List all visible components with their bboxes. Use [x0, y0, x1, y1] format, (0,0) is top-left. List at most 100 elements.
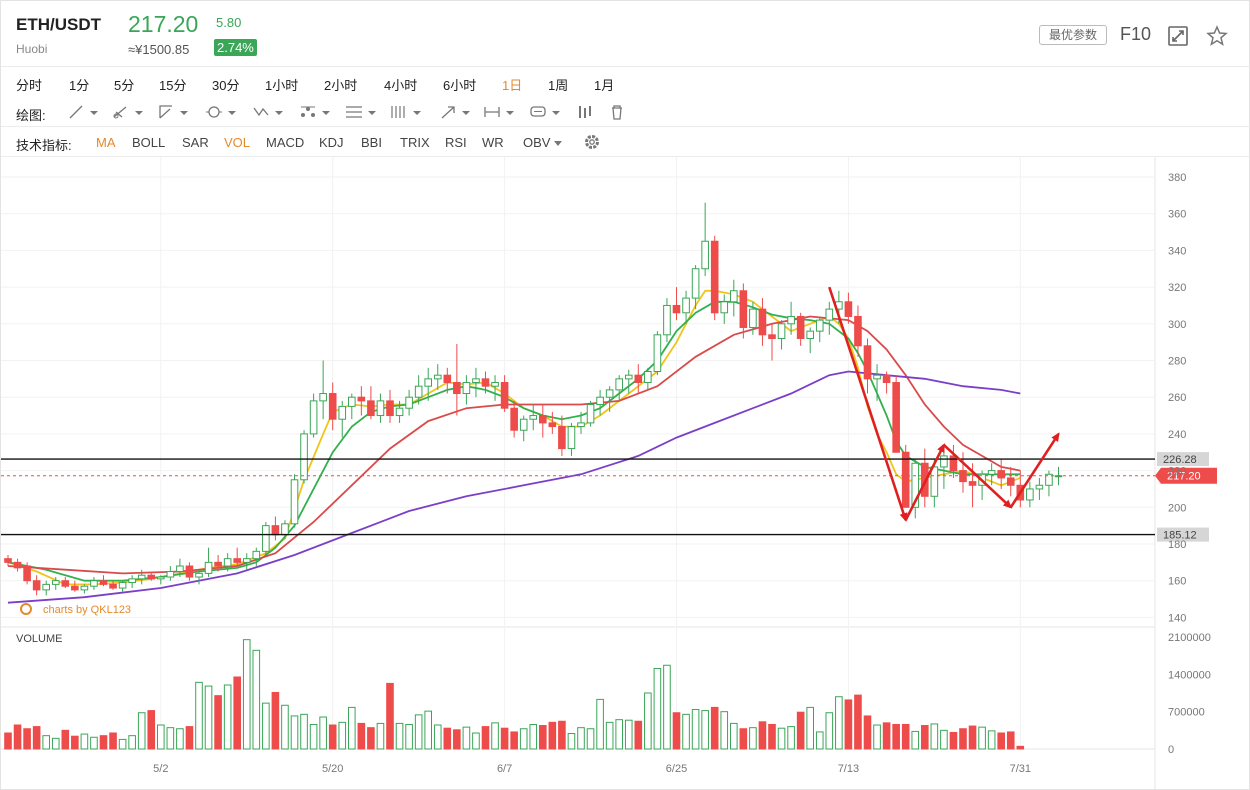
candle-down	[271, 525, 280, 536]
volume-bar-up	[137, 712, 146, 750]
y-tick-label: 340	[1168, 245, 1186, 257]
candle-down	[453, 382, 461, 395]
candle-up	[873, 374, 881, 380]
volume-bar-down	[634, 720, 643, 750]
indicator-obv[interactable]: OBV	[523, 135, 563, 150]
timeframe-tab[interactable]: 2小时	[324, 78, 358, 93]
x-tick-label: 5/2	[153, 763, 168, 775]
candle-up	[615, 378, 624, 391]
indicator-ma[interactable]: MA	[96, 135, 116, 150]
volume-bar-up	[825, 712, 834, 750]
trash-icon[interactable]	[604, 103, 638, 121]
star-icon[interactable]	[1206, 25, 1228, 47]
candle-down	[634, 374, 643, 384]
candle-down	[892, 382, 900, 453]
ray-tool-icon[interactable]	[111, 103, 145, 121]
timeframe-tab[interactable]: 1小时	[265, 78, 299, 93]
candle-down	[214, 561, 222, 567]
candle-down	[109, 583, 117, 589]
candle-up	[519, 418, 528, 431]
volume-bar-up	[195, 681, 203, 750]
circle-tool-icon[interactable]	[204, 103, 238, 121]
indicator-trix[interactable]: TRIX	[400, 135, 430, 150]
annotation-arrow	[943, 443, 1013, 509]
fibonacci-tool-icon[interactable]	[344, 103, 378, 121]
volume-bar-up	[978, 726, 986, 750]
volume-bar-up	[51, 737, 60, 750]
candle-down	[758, 308, 767, 336]
pattern-tool-icon[interactable]	[298, 103, 332, 121]
volume-bar-up	[596, 698, 604, 750]
volume-tick-label: 2100000	[1168, 632, 1211, 644]
channel-tool-icon[interactable]	[156, 103, 190, 121]
indicator-bbi[interactable]: BBI	[361, 135, 382, 150]
candle-visibility-icon[interactable]	[575, 103, 609, 121]
volume-bar-down	[185, 726, 194, 750]
indicator-kdj[interactable]: KDJ	[319, 135, 344, 150]
gear-icon[interactable]	[583, 133, 601, 151]
timeframe-tab[interactable]: 1分	[69, 78, 90, 93]
candle-up	[825, 308, 834, 321]
timeframe-tab[interactable]: 6小时	[443, 78, 477, 93]
volume-bar-down	[539, 725, 547, 750]
volume-bar-up	[42, 735, 51, 750]
fullscreen-icon[interactable]	[1167, 25, 1189, 47]
candle-down	[386, 400, 394, 417]
volume-bar-down	[959, 728, 967, 750]
arrow-tool-icon[interactable]	[438, 103, 472, 121]
volume-bar-up	[223, 684, 232, 750]
volume-bar-up	[930, 723, 939, 750]
volume-bar-up	[624, 719, 633, 750]
candle-down	[367, 400, 375, 417]
volume-bar-down	[109, 732, 117, 750]
price-change-percent: 2.74%	[214, 39, 257, 56]
timeframe-tab[interactable]: 1月	[594, 78, 615, 93]
candle-up	[586, 404, 595, 424]
timeframe-tab-active[interactable]: 1日	[502, 78, 523, 93]
volume-bar-up	[730, 722, 738, 750]
timeframe-tab[interactable]: 1周	[548, 78, 569, 93]
x-tick-label: 7/13	[838, 763, 859, 775]
timeframe-tab[interactable]: 30分	[212, 78, 240, 93]
optimal-params-button[interactable]: 最优参数	[1039, 25, 1107, 45]
candle-up	[195, 572, 203, 578]
timeframe-tab[interactable]: 4小时	[384, 78, 418, 93]
candle-down	[23, 565, 31, 582]
indicator-boll[interactable]: BOLL	[132, 135, 166, 150]
pair-name: ETH/USDT	[16, 15, 101, 34]
zigzag-tool-icon[interactable]	[251, 103, 285, 121]
volume-bar-up	[242, 639, 251, 750]
candle-up	[433, 374, 442, 380]
volume-bar-up	[835, 696, 843, 750]
volume-bar-up	[701, 710, 709, 750]
volume-bar-up	[586, 728, 595, 750]
gann-tool-icon[interactable]	[389, 103, 423, 121]
indicator-vol[interactable]: VOL	[224, 135, 251, 150]
volume-bar-down	[214, 695, 222, 750]
indicator-macd[interactable]: MACD	[266, 135, 305, 150]
indicator-wr[interactable]: WR	[482, 135, 504, 150]
candle-up	[691, 268, 700, 299]
trend-line-tool-icon[interactable]	[66, 103, 100, 121]
ma-line-ma10	[7, 300, 1021, 582]
indicator-sar[interactable]: SAR	[182, 135, 209, 150]
measure-tool-icon[interactable]	[482, 103, 516, 121]
timeframe-tab[interactable]: 15分	[159, 78, 187, 93]
annotation-tool-icon[interactable]	[528, 103, 562, 121]
candle-down	[61, 580, 70, 587]
f10-button[interactable]: F10	[1120, 24, 1152, 44]
candle-up	[605, 389, 614, 398]
candle-up	[1026, 488, 1034, 501]
timeframe-tab[interactable]: 分时	[16, 78, 43, 93]
timeframe-tab[interactable]: 5分	[114, 78, 135, 93]
volume-tick-label: 0	[1168, 744, 1174, 756]
candlestick-chart[interactable]: 226.28 185.12 217.20 140 160 180 200 220 240 260…	[1, 157, 1249, 789]
watermark-logo-icon	[20, 603, 32, 615]
drawing-toolbar: 绘图:	[1, 97, 1250, 127]
indicator-rsi[interactable]: RSI	[445, 135, 467, 150]
volume-bar-down	[854, 694, 862, 750]
candle-down	[147, 574, 156, 580]
annotation-arrow	[828, 286, 908, 523]
horizontal-levels: 226.28 185.12 217.20	[1, 452, 1217, 542]
x-tick-label: 6/7	[497, 763, 512, 775]
